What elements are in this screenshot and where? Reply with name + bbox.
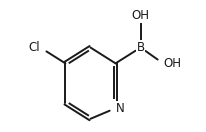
Text: N: N [116, 102, 124, 115]
Text: Cl: Cl [29, 41, 40, 54]
Text: OH: OH [132, 9, 150, 22]
Text: B: B [137, 41, 145, 54]
Text: OH: OH [163, 57, 181, 70]
